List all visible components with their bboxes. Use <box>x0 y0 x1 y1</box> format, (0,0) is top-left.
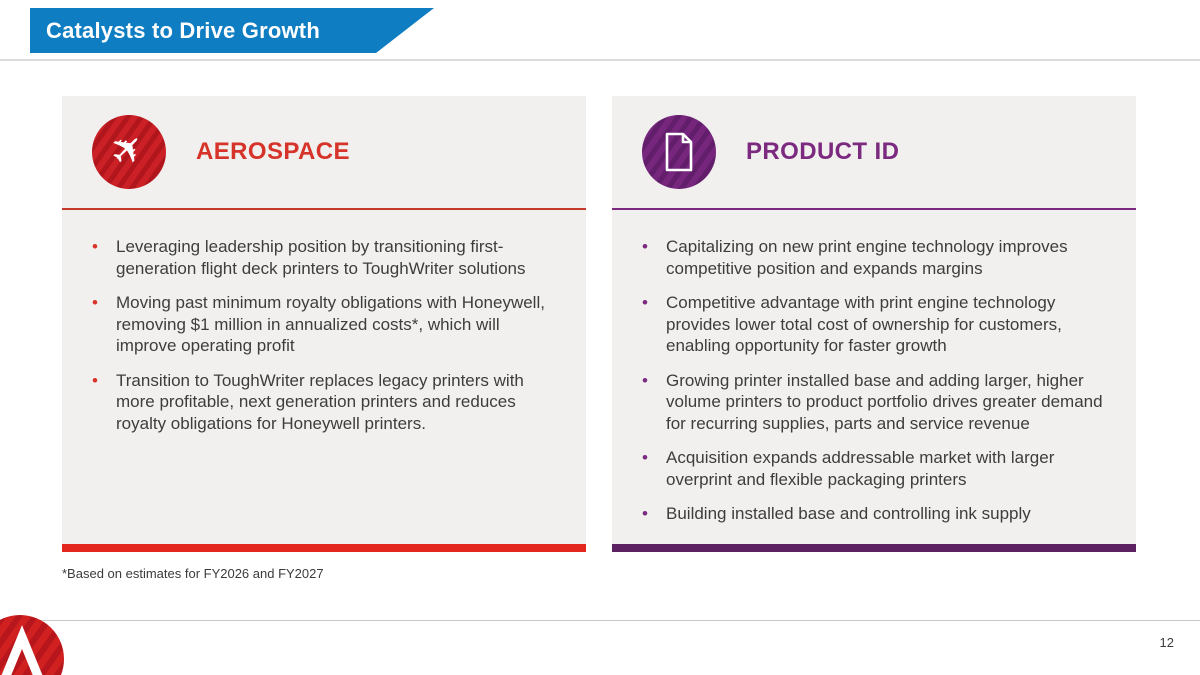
document-icon <box>642 115 716 189</box>
aerospace-title: AEROSPACE <box>196 138 350 165</box>
product-id-bullet-list: Capitalizing on new print engine technol… <box>612 210 1136 525</box>
company-logo-icon <box>0 615 64 675</box>
bullet-text: Competitive advantage with print engine … <box>666 293 1062 355</box>
bullet-text: Leveraging leadership position by transi… <box>116 237 526 278</box>
list-item: Growing printer installed base and addin… <box>642 370 1108 435</box>
product-id-panel: PRODUCT ID Capitalizing on new print eng… <box>612 96 1136 552</box>
header-divider <box>0 59 1200 61</box>
aerospace-accent-bar <box>62 544 586 552</box>
list-item: Acquisition expands addressable market w… <box>642 447 1108 490</box>
footnote: *Based on estimates for FY2026 and FY202… <box>62 566 324 581</box>
bullet-text: Building installed base and controlling … <box>666 504 1031 523</box>
page-number: 12 <box>1159 635 1174 650</box>
bullet-marker <box>92 292 116 314</box>
bullet-marker <box>642 447 666 469</box>
product-id-panel-header: PRODUCT ID <box>612 96 1136 210</box>
bullet-marker <box>92 236 116 258</box>
bullet-marker <box>642 370 666 392</box>
list-item: Capitalizing on new print engine technol… <box>642 236 1108 279</box>
list-item: Transition to ToughWriter replaces legac… <box>92 370 558 435</box>
document-glyph <box>665 132 693 172</box>
aerospace-panel-header: ✈ AEROSPACE <box>62 96 586 210</box>
list-item: Competitive advantage with print engine … <box>642 292 1108 357</box>
list-item: Moving past minimum royalty obligations … <box>92 292 558 357</box>
list-item: Building installed base and controlling … <box>642 503 1108 525</box>
aerospace-bullet-list: Leveraging leadership position by transi… <box>62 210 586 434</box>
bullet-text: Moving past minimum royalty obligations … <box>116 293 545 355</box>
airplane-icon: ✈ <box>92 115 166 189</box>
bullet-marker <box>642 292 666 314</box>
slide-title: Catalysts to Drive Growth <box>46 17 320 43</box>
product-id-accent-bar <box>612 544 1136 552</box>
list-item: Leveraging leadership position by transi… <box>92 236 558 279</box>
slide-title-banner: Catalysts to Drive Growth <box>30 8 434 53</box>
bullet-marker <box>92 370 116 392</box>
bullet-marker <box>642 236 666 258</box>
bullet-marker <box>642 503 666 525</box>
bullet-text: Growing printer installed base and addin… <box>666 370 1103 433</box>
bullet-text: Acquisition expands addressable market w… <box>666 448 1055 489</box>
airplane-glyph: ✈ <box>100 122 156 178</box>
aerospace-panel: ✈ AEROSPACE Leveraging leadership positi… <box>62 96 586 552</box>
bullet-text: Capitalizing on new print engine technol… <box>666 237 1068 278</box>
bullet-text: Transition to ToughWriter replaces legac… <box>116 370 524 433</box>
footer-divider <box>0 620 1200 621</box>
product-id-title: PRODUCT ID <box>746 138 900 165</box>
